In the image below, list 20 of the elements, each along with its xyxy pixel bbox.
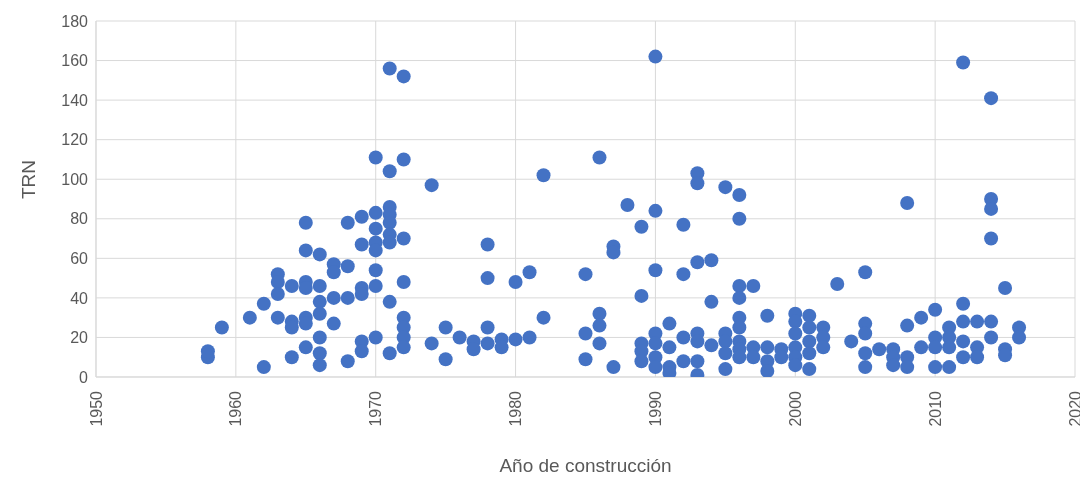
y-tick-label: 120 [61, 131, 89, 149]
y-tick-label: 100 [61, 170, 89, 188]
x-tick-label: 2000 [786, 390, 804, 427]
y-tick-label: 60 [70, 250, 89, 268]
x-tick-label: 1970 [367, 390, 385, 427]
x-tick-label: 1980 [507, 390, 525, 427]
y-tick-label: 160 [61, 52, 89, 70]
y-axis-title: TRN [17, 159, 39, 199]
x-tick-label: 1960 [227, 390, 245, 427]
y-tick-label: 40 [70, 289, 89, 307]
y-tick-label: 140 [61, 91, 89, 109]
x-axis-title: Año de construcción [499, 455, 672, 476]
x-tick-label: 2020 [1066, 390, 1084, 427]
y-tick-label: 0 [79, 368, 89, 386]
y-tick-label: 180 [61, 12, 89, 30]
x-tick-label: 2010 [926, 390, 944, 427]
y-tick-label: 80 [70, 210, 89, 228]
x-tick-label: 1990 [646, 390, 664, 427]
y-tick-label: 20 [70, 329, 89, 347]
x-tick-label: 1950 [87, 390, 105, 427]
